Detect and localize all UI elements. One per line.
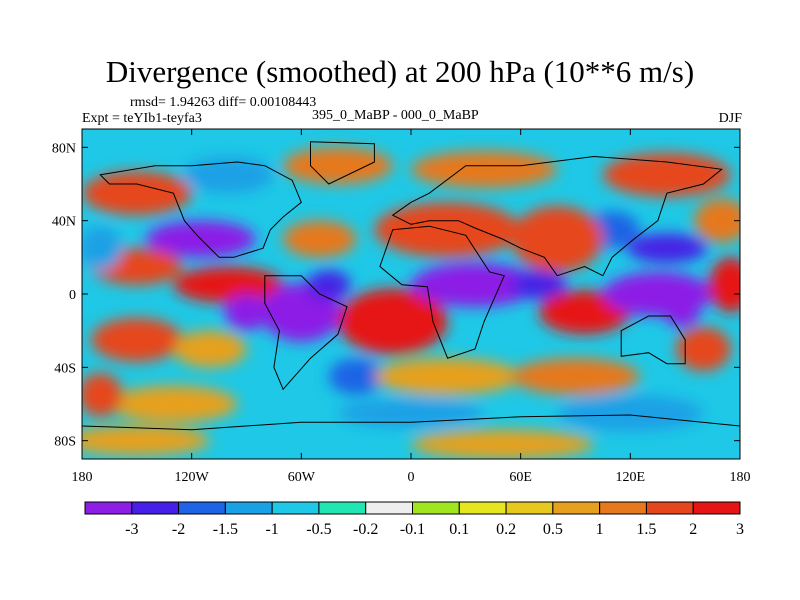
experiment-text: Expt = teYIb1-teyfa3 bbox=[82, 111, 202, 126]
field-blob bbox=[511, 358, 640, 395]
field-blob bbox=[602, 152, 731, 197]
lon-tick-label: 180 bbox=[730, 470, 751, 485]
field-blob bbox=[173, 330, 247, 368]
colorbar-label: 0.5 bbox=[543, 521, 563, 538]
colorbar-swatch bbox=[599, 501, 647, 515]
field-blob bbox=[374, 358, 521, 395]
lon-tick-label: 60W bbox=[288, 470, 316, 485]
field-blob bbox=[91, 317, 183, 362]
colorbar-swatch bbox=[412, 501, 460, 515]
colorbar-swatch bbox=[84, 501, 133, 515]
field-blob bbox=[337, 288, 448, 355]
field-blob bbox=[411, 262, 539, 307]
field-blob bbox=[306, 270, 351, 300]
colorbar-label: 3 bbox=[736, 521, 744, 538]
lon-tick-label: 0 bbox=[408, 470, 415, 485]
coastline bbox=[99, 161, 302, 258]
field-blob bbox=[328, 358, 384, 395]
colorbar-label: -3 bbox=[125, 521, 138, 538]
colorbar-swatch bbox=[131, 501, 180, 515]
coastline bbox=[82, 414, 740, 431]
colorbar-swatch bbox=[645, 501, 694, 515]
field-blob bbox=[283, 220, 357, 258]
colorbar-label: -0.2 bbox=[353, 521, 378, 538]
colorbar-label: -2 bbox=[172, 521, 185, 538]
colorbar-label: -0.1 bbox=[400, 521, 425, 538]
colorbar-label: 1 bbox=[596, 521, 604, 538]
field-blob bbox=[663, 297, 700, 328]
lon-tick-label: 180 bbox=[72, 470, 93, 485]
field-blob bbox=[694, 198, 740, 243]
colorbar-swatch bbox=[458, 501, 507, 515]
axis-ticks: 180 120W 60W 0 60E 120E 180 80N 40N 0 40S 80S bbox=[52, 129, 751, 485]
page-title: Divergence (smoothed) at 200 hPa (10**6 … bbox=[105, 54, 695, 89]
stats-text: rmsd= 1.94263 diff= 0.00108443 bbox=[130, 95, 317, 110]
field-blob bbox=[337, 398, 485, 428]
colorbar-swatch bbox=[505, 501, 554, 515]
field-blob bbox=[411, 429, 594, 459]
field-blob bbox=[511, 270, 567, 300]
lat-tick-label: 80S bbox=[54, 435, 76, 450]
field-blob bbox=[82, 372, 123, 417]
field-blob bbox=[676, 327, 731, 371]
colorbar-label: -0.5 bbox=[306, 521, 331, 538]
field-blob bbox=[374, 202, 521, 258]
field-blob bbox=[283, 147, 393, 185]
field-blob bbox=[511, 206, 603, 272]
colorbar-label: -1.5 bbox=[213, 521, 238, 538]
field-blob bbox=[626, 233, 708, 263]
coastline bbox=[391, 155, 723, 277]
coastline bbox=[620, 315, 686, 365]
lat-tick-label: 40S bbox=[54, 361, 76, 376]
difference-text: 395_0_MaBP - 000_0_MaBP bbox=[312, 108, 479, 123]
field-blob bbox=[82, 226, 123, 271]
lon-tick-label: 120W bbox=[175, 470, 210, 485]
coastline bbox=[264, 275, 348, 391]
colorbar: -3 -2 -1.5 -1 -0.5 -0.2 -0.1 0.1 0.2 0.5 1 1.5 2 3 bbox=[84, 501, 744, 538]
lon-tick-label: 120E bbox=[616, 470, 646, 485]
colorbar-swatch bbox=[271, 501, 320, 515]
lat-tick-label: 0 bbox=[69, 288, 76, 303]
lat-tick-label: 40N bbox=[52, 215, 76, 230]
field-blob bbox=[82, 426, 210, 456]
coastlines bbox=[82, 141, 740, 431]
field-blob bbox=[173, 266, 284, 304]
coastline bbox=[379, 225, 505, 359]
divergence-field bbox=[82, 147, 740, 459]
colorbar-label: 0.1 bbox=[449, 521, 469, 538]
colorbar-label: 2 bbox=[689, 521, 697, 538]
colorbar-swatch bbox=[178, 501, 226, 515]
field-blob bbox=[109, 385, 238, 423]
colorbar-label: 0.2 bbox=[496, 521, 516, 538]
field-blob bbox=[182, 156, 274, 194]
colorbar-swatch bbox=[224, 501, 273, 515]
colorbar-swatch bbox=[552, 501, 601, 515]
colorbar-swatch bbox=[692, 501, 741, 515]
season-label: DJF bbox=[718, 111, 742, 126]
field-blob bbox=[82, 171, 192, 216]
field-blob bbox=[411, 151, 558, 188]
colorbar-label: 1.5 bbox=[636, 521, 656, 538]
coastline bbox=[310, 141, 375, 185]
colorbar-label: -1 bbox=[265, 521, 278, 538]
lon-tick-label: 60E bbox=[509, 470, 532, 485]
colorbar-swatch bbox=[318, 501, 367, 515]
field-blob bbox=[557, 394, 704, 432]
field-blob bbox=[224, 294, 269, 331]
colorbar-swatch bbox=[365, 501, 414, 515]
lat-tick-label: 80N bbox=[52, 141, 76, 156]
field-blob bbox=[708, 257, 740, 313]
